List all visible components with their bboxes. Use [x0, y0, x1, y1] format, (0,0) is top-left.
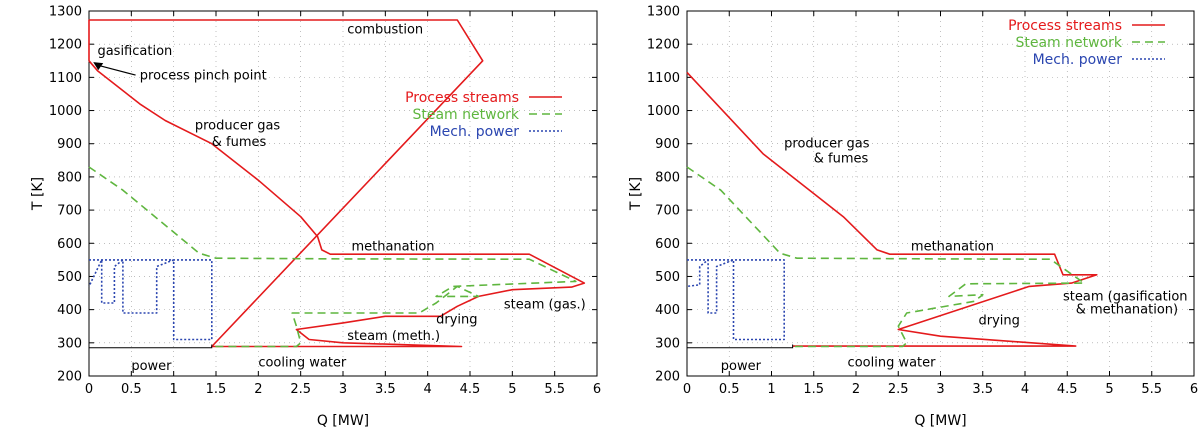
y-tick-label: 600 — [57, 237, 82, 252]
legend-label: Steam network — [1015, 35, 1122, 51]
y-tick-label: 800 — [655, 170, 680, 185]
pinch-arrowhead — [93, 62, 104, 71]
series-line-process-streams — [686, 71, 1098, 347]
annotation-label: process pinch point — [140, 69, 267, 84]
y-tick-label: 200 — [57, 370, 82, 385]
y-tick-label: 900 — [57, 137, 82, 152]
x-tick-label: 6 — [1190, 382, 1198, 397]
x-tick-label: 1.5 — [206, 382, 227, 397]
x-tick-label: 0.5 — [121, 382, 142, 397]
annotation-label: cooling water — [848, 356, 937, 371]
annotation-label: power — [721, 359, 762, 374]
x-tick-label: 0 — [683, 382, 691, 397]
chart-panel-1: 0 0.5 1 1.5 2 2.5 3 3.5 4 4.5 5 5.5 6 200 300 400 500 600… — [30, 5, 601, 430]
x-tick-label: 4 — [424, 382, 432, 397]
y-axis-label: T [K] — [628, 177, 644, 211]
y-tick-label: 200 — [655, 370, 680, 385]
y-tick-label: 300 — [655, 336, 680, 351]
x-tick-label: 3.5 — [375, 382, 396, 397]
x-tick-label: 1.5 — [803, 382, 824, 397]
power-brace — [686, 344, 794, 349]
legend-label: Process streams — [1008, 18, 1122, 34]
y-tick-label: 500 — [57, 270, 82, 285]
x-tick-label: 6 — [593, 382, 601, 397]
series-line-mech-power — [686, 259, 786, 341]
annotation-label: producer gas — [784, 137, 870, 152]
y-tick-label: 1100 — [647, 71, 680, 86]
annotation-label: drying — [979, 313, 1020, 328]
y-tick-label: 400 — [57, 303, 82, 318]
x-tick-label: 3.5 — [972, 382, 993, 397]
y-tick-label: 700 — [655, 204, 680, 219]
legend-label: Mech. power — [430, 124, 520, 140]
y-tick-label: 500 — [655, 270, 680, 285]
annotation-label: methanation — [351, 240, 434, 255]
x-tick-label: 2 — [852, 382, 860, 397]
x-tick-label: 2.5 — [888, 382, 909, 397]
x-tick-label: 4 — [1021, 382, 1029, 397]
x-tick-label: 5.5 — [1141, 382, 1162, 397]
annotation-label: & methanation) — [1076, 303, 1178, 318]
legend-label: Steam network — [412, 107, 519, 123]
y-tick-label: 600 — [655, 237, 680, 252]
x-tick-label: 5 — [508, 382, 516, 397]
x-tick-label: 0.5 — [719, 382, 740, 397]
y-tick-label: 400 — [655, 303, 680, 318]
annotation-label: steam (gas.) — [504, 298, 586, 313]
annotation-label: gasification — [97, 44, 172, 59]
annotation-label: producer gas — [195, 118, 281, 133]
y-tick-label: 800 — [57, 170, 82, 185]
y-tick-label: 300 — [57, 336, 82, 351]
y-tick-label: 1300 — [647, 5, 680, 20]
y-tick-label: 700 — [57, 204, 82, 219]
y-tick-label: 900 — [655, 137, 680, 152]
x-tick-label: 2.5 — [290, 382, 311, 397]
annotation-label: steam (gasification — [1063, 289, 1188, 304]
y-tick-label: 1200 — [647, 38, 680, 53]
legend-label: Process streams — [405, 90, 519, 106]
series-line-steam-network — [88, 166, 577, 348]
annotation-label: methanation — [911, 240, 994, 255]
y-axis-label: T [K] — [30, 177, 46, 211]
y-tick-label: 1000 — [49, 104, 82, 119]
annotation-label: power — [131, 359, 172, 374]
annotation-label: & fumes — [212, 135, 267, 150]
x-tick-label: 0 — [85, 382, 93, 397]
series-line-steam-network — [686, 166, 1085, 348]
y-tick-label: 1300 — [49, 5, 82, 20]
x-tick-label: 3 — [339, 382, 347, 397]
x-tick-label: 5 — [1105, 382, 1113, 397]
x-axis-label: Q [MW] — [914, 413, 966, 429]
x-tick-label: 1 — [767, 382, 775, 397]
y-tick-label: 1100 — [49, 71, 82, 86]
x-tick-label: 3 — [936, 382, 944, 397]
pinch-arrow — [97, 64, 136, 76]
x-tick-label: 5.5 — [544, 382, 565, 397]
x-tick-label: 2 — [254, 382, 262, 397]
annotation-label: steam (meth.) — [347, 329, 440, 344]
annotation-label: drying — [436, 313, 477, 328]
series-line-mech-power — [88, 259, 213, 341]
x-axis-label: Q [MW] — [317, 413, 369, 429]
chart-panel-2: 0 0.5 1 1.5 2 2.5 3 3.5 4 4.5 5 5.5 6 200 300 400 500 600… — [628, 5, 1198, 430]
x-tick-label: 1 — [170, 382, 178, 397]
annotation-label: cooling water — [258, 356, 347, 371]
y-tick-label: 1200 — [49, 38, 82, 53]
annotation-label: combustion — [347, 22, 423, 37]
y-tick-label: 1000 — [647, 104, 680, 119]
annotation-label: & fumes — [814, 152, 869, 167]
x-tick-label: 4.5 — [460, 382, 481, 397]
power-brace — [88, 344, 213, 349]
series-line-process-streams — [88, 19, 586, 348]
legend-label: Mech. power — [1033, 52, 1123, 68]
x-tick-label: 4.5 — [1057, 382, 1078, 397]
